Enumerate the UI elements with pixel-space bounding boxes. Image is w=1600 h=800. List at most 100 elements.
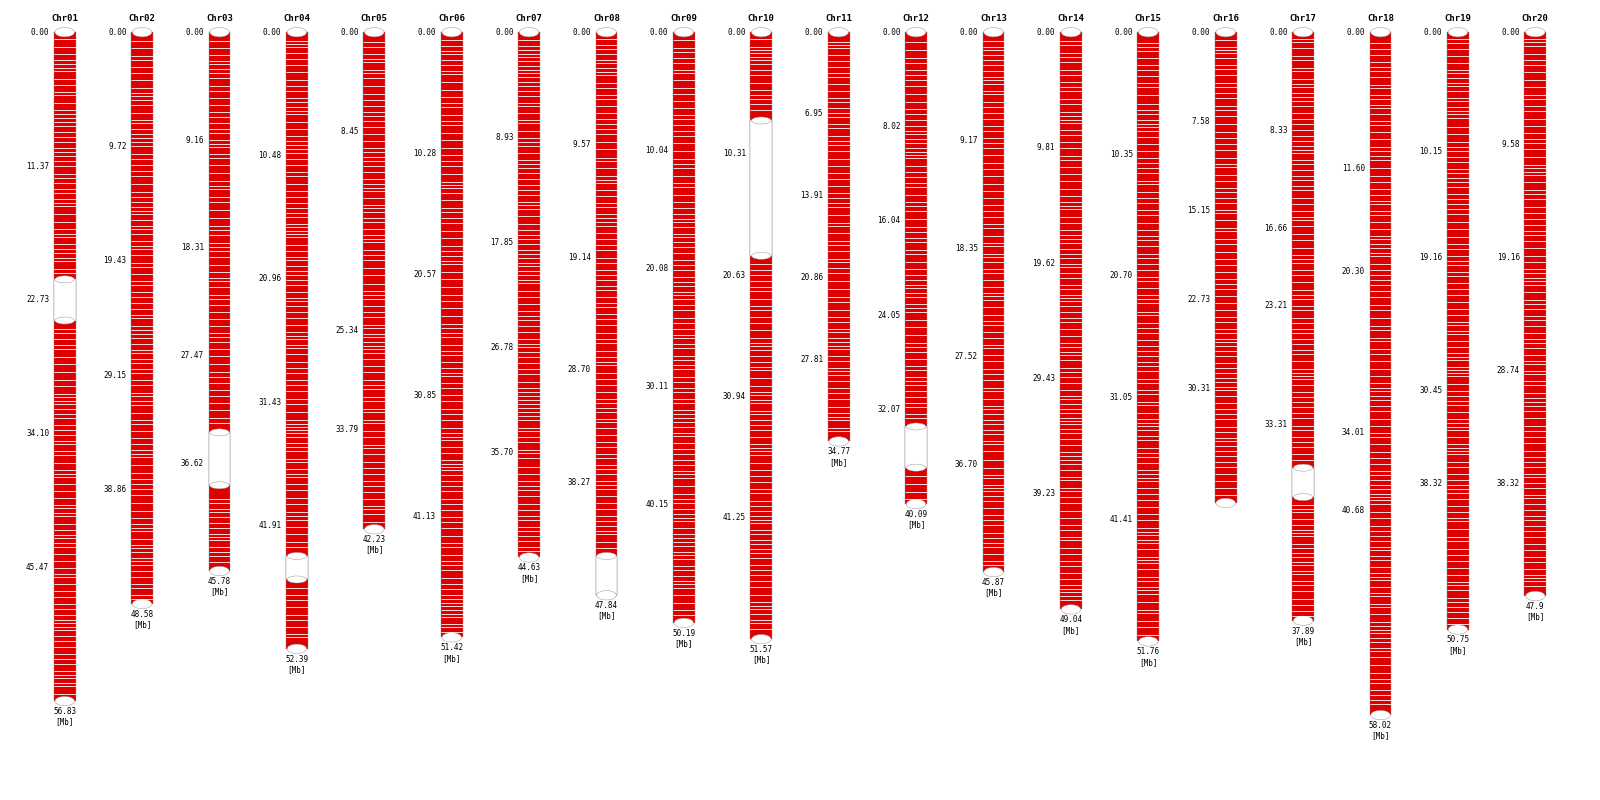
Ellipse shape [210, 429, 229, 436]
Text: Chr18: Chr18 [1366, 14, 1394, 22]
Ellipse shape [54, 317, 75, 324]
Text: 49.04
[Mb]: 49.04 [Mb] [1059, 615, 1083, 634]
Text: 29.15: 29.15 [104, 370, 126, 380]
Ellipse shape [906, 499, 926, 509]
Ellipse shape [597, 553, 616, 559]
Text: 27.81: 27.81 [800, 355, 824, 364]
Text: 15.15: 15.15 [1187, 206, 1210, 215]
Ellipse shape [752, 27, 771, 37]
Text: Chr04: Chr04 [283, 14, 310, 22]
Ellipse shape [1448, 625, 1467, 634]
Text: Chr17: Chr17 [1290, 14, 1317, 22]
Text: Chr10: Chr10 [747, 14, 774, 22]
Text: 52.39
[Mb]: 52.39 [Mb] [285, 654, 309, 674]
Ellipse shape [906, 423, 926, 430]
Text: 30.31: 30.31 [1187, 385, 1210, 394]
Text: 44.63
[Mb]: 44.63 [Mb] [517, 563, 541, 582]
Bar [54, 32, 75, 701]
Ellipse shape [1293, 27, 1314, 37]
Text: Chr12: Chr12 [902, 14, 930, 22]
Text: 19.16: 19.16 [1419, 254, 1443, 262]
Ellipse shape [1293, 464, 1314, 471]
Text: Chr16: Chr16 [1213, 14, 1238, 22]
Ellipse shape [365, 27, 384, 37]
Text: 22.73: 22.73 [1187, 295, 1210, 304]
Text: 20.63: 20.63 [723, 270, 746, 279]
Text: 19.16: 19.16 [1496, 254, 1520, 262]
Text: 37.89
[Mb]: 37.89 [Mb] [1291, 626, 1315, 646]
Text: 8.45: 8.45 [341, 127, 358, 136]
Text: 9.58: 9.58 [1501, 141, 1520, 150]
Bar [1446, 32, 1469, 630]
Text: Chr09: Chr09 [670, 14, 698, 22]
Ellipse shape [829, 437, 848, 446]
Text: Chr14: Chr14 [1058, 14, 1085, 22]
Bar [595, 32, 618, 595]
Text: 16.66: 16.66 [1264, 224, 1288, 233]
Text: 9.17: 9.17 [960, 136, 978, 145]
Ellipse shape [752, 117, 771, 124]
Text: 10.04: 10.04 [645, 146, 669, 155]
Ellipse shape [597, 590, 616, 600]
Text: 39.23: 39.23 [1032, 490, 1056, 498]
Text: 27.47: 27.47 [181, 351, 205, 360]
Text: 51.76
[Mb]: 51.76 [Mb] [1136, 647, 1160, 666]
Text: 36.62: 36.62 [181, 458, 205, 468]
Text: 28.74: 28.74 [1496, 366, 1520, 375]
Text: 10.35: 10.35 [1110, 150, 1133, 158]
Bar [827, 32, 850, 442]
Text: 32.07: 32.07 [877, 405, 901, 414]
Bar [1138, 32, 1158, 642]
Text: 30.94: 30.94 [723, 392, 746, 401]
Text: 0.00: 0.00 [30, 28, 50, 37]
Text: 51.57
[Mb]: 51.57 [Mb] [750, 645, 773, 665]
Ellipse shape [752, 634, 771, 644]
Text: 40.68: 40.68 [1342, 506, 1365, 515]
Text: 24.05: 24.05 [877, 310, 901, 320]
Ellipse shape [133, 599, 152, 609]
Text: 41.13: 41.13 [413, 512, 437, 521]
Text: Chr07: Chr07 [515, 14, 542, 22]
Text: 9.81: 9.81 [1037, 143, 1056, 152]
Ellipse shape [210, 566, 229, 576]
Ellipse shape [1293, 616, 1314, 626]
Ellipse shape [286, 553, 307, 559]
Text: 0.00: 0.00 [109, 28, 126, 37]
Bar [54, 279, 75, 321]
Bar [1525, 32, 1546, 596]
Ellipse shape [906, 464, 926, 471]
Ellipse shape [1371, 27, 1390, 37]
Ellipse shape [1216, 498, 1235, 508]
Text: 38.27: 38.27 [568, 478, 590, 487]
Text: 35.70: 35.70 [491, 448, 514, 457]
Text: 36.70: 36.70 [955, 460, 978, 469]
Text: 13.91: 13.91 [800, 191, 824, 201]
Bar [750, 121, 773, 256]
Text: Chr08: Chr08 [594, 14, 619, 22]
Text: 16.04: 16.04 [877, 217, 901, 226]
Text: 30.85: 30.85 [413, 390, 437, 400]
Text: 0.00: 0.00 [650, 28, 669, 37]
Text: 47.9
[Mb]: 47.9 [Mb] [1526, 602, 1544, 622]
Text: 18.35: 18.35 [955, 244, 978, 253]
Text: 34.01: 34.01 [1342, 428, 1365, 437]
Text: 20.70: 20.70 [1110, 271, 1133, 280]
Text: 34.10: 34.10 [26, 429, 50, 438]
Text: 7.58: 7.58 [1192, 117, 1210, 126]
Bar [906, 426, 926, 468]
Ellipse shape [1293, 494, 1314, 501]
Text: 0.00: 0.00 [1424, 28, 1443, 37]
Text: 40.15: 40.15 [645, 500, 669, 510]
Text: 19.62: 19.62 [1032, 258, 1056, 268]
Ellipse shape [829, 27, 848, 37]
Text: 0.00: 0.00 [1192, 28, 1210, 37]
Text: 27.52: 27.52 [955, 351, 978, 361]
Ellipse shape [984, 567, 1003, 577]
Text: 42.23
[Mb]: 42.23 [Mb] [363, 535, 386, 554]
Text: Chr13: Chr13 [981, 14, 1006, 22]
Ellipse shape [906, 27, 926, 37]
Text: 8.93: 8.93 [494, 133, 514, 142]
Text: 18.31: 18.31 [181, 243, 205, 252]
Ellipse shape [210, 27, 229, 37]
Ellipse shape [752, 252, 771, 259]
